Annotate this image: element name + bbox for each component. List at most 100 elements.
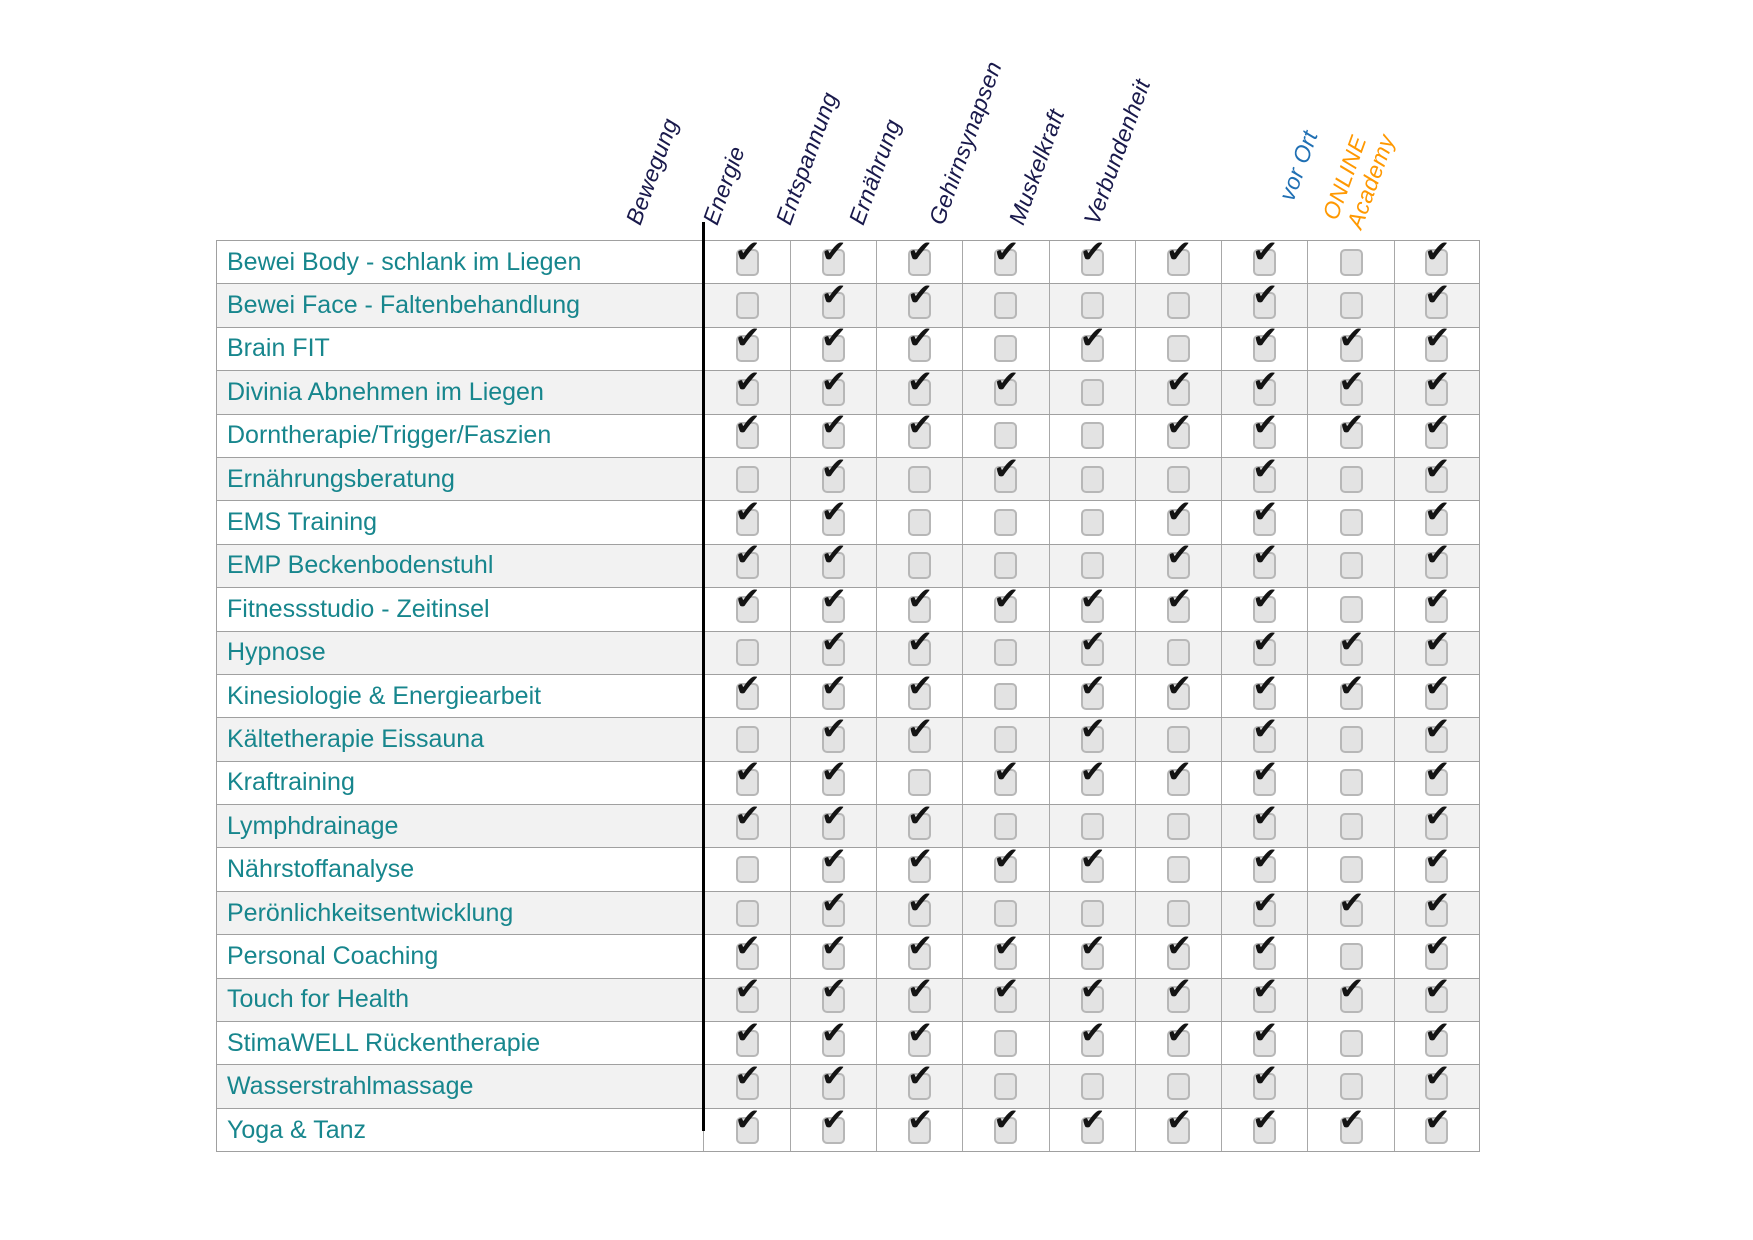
checkbox-checked[interactable]: [1424, 280, 1450, 320]
checkbox-checked[interactable]: [993, 1105, 1019, 1144]
checkbox-unchecked[interactable]: [994, 682, 1018, 710]
checkbox-checked[interactable]: [907, 627, 933, 667]
checkbox-unchecked[interactable]: [994, 812, 1018, 840]
checkbox-checked[interactable]: [1166, 931, 1192, 970]
checkbox-checked[interactable]: [821, 280, 847, 320]
checkbox-checked[interactable]: [821, 888, 847, 927]
checkbox-checked[interactable]: [1424, 757, 1450, 797]
checkbox-unchecked[interactable]: [1166, 292, 1190, 320]
checkbox-checked[interactable]: [735, 974, 761, 1014]
checkbox-checked[interactable]: [735, 1061, 761, 1101]
checkbox-checked[interactable]: [993, 931, 1019, 970]
checkbox-unchecked[interactable]: [908, 552, 932, 580]
checkbox-unchecked[interactable]: [735, 639, 759, 667]
checkbox-checked[interactable]: [1339, 671, 1365, 710]
checkbox-unchecked[interactable]: [1080, 1073, 1104, 1101]
checkbox-unchecked[interactable]: [994, 899, 1018, 927]
checkbox-checked[interactable]: [907, 844, 933, 884]
checkbox-checked[interactable]: [821, 714, 847, 753]
checkbox-checked[interactable]: [1252, 367, 1278, 406]
checkbox-checked[interactable]: [1166, 974, 1192, 1014]
checkbox-checked[interactable]: [735, 1018, 761, 1057]
checkbox-checked[interactable]: [821, 1105, 847, 1144]
checkbox-checked[interactable]: [1252, 540, 1278, 580]
checkbox-unchecked[interactable]: [1339, 812, 1363, 840]
checkbox-checked[interactable]: [735, 931, 761, 970]
checkbox-checked[interactable]: [1424, 714, 1450, 753]
checkbox-unchecked[interactable]: [1080, 812, 1104, 840]
checkbox-checked[interactable]: [1080, 714, 1106, 753]
checkbox-checked[interactable]: [1424, 801, 1450, 840]
checkbox-checked[interactable]: [1252, 280, 1278, 320]
checkbox-unchecked[interactable]: [1339, 856, 1363, 884]
checkbox-checked[interactable]: [1252, 627, 1278, 667]
checkbox-checked[interactable]: [1252, 454, 1278, 493]
checkbox-checked[interactable]: [821, 1061, 847, 1101]
checkbox-checked[interactable]: [1424, 627, 1450, 667]
checkbox-checked[interactable]: [1339, 888, 1365, 927]
checkbox-checked[interactable]: [1339, 627, 1365, 667]
checkbox-checked[interactable]: [1424, 454, 1450, 493]
checkbox-checked[interactable]: [821, 540, 847, 580]
checkbox-checked[interactable]: [821, 497, 847, 537]
checkbox-unchecked[interactable]: [994, 639, 1018, 667]
checkbox-checked[interactable]: [1424, 323, 1450, 363]
checkbox-unchecked[interactable]: [908, 509, 932, 537]
checkbox-unchecked[interactable]: [1080, 552, 1104, 580]
checkbox-checked[interactable]: [907, 931, 933, 970]
checkbox-checked[interactable]: [1166, 410, 1192, 450]
checkbox-checked[interactable]: [907, 237, 933, 276]
checkbox-checked[interactable]: [1252, 1018, 1278, 1057]
checkbox-unchecked[interactable]: [1339, 725, 1363, 753]
checkbox-unchecked[interactable]: [1339, 942, 1363, 970]
checkbox-checked[interactable]: [821, 844, 847, 884]
checkbox-checked[interactable]: [735, 497, 761, 537]
checkbox-checked[interactable]: [1080, 323, 1106, 363]
checkbox-checked[interactable]: [821, 584, 847, 623]
checkbox-checked[interactable]: [907, 323, 933, 363]
checkbox-checked[interactable]: [1424, 1018, 1450, 1057]
checkbox-checked[interactable]: [1424, 584, 1450, 623]
checkbox-checked[interactable]: [1252, 671, 1278, 710]
checkbox-unchecked[interactable]: [994, 725, 1018, 753]
checkbox-checked[interactable]: [993, 974, 1019, 1014]
checkbox-unchecked[interactable]: [994, 552, 1018, 580]
checkbox-unchecked[interactable]: [1339, 769, 1363, 797]
checkbox-unchecked[interactable]: [1166, 639, 1190, 667]
checkbox-checked[interactable]: [735, 410, 761, 450]
checkbox-checked[interactable]: [1424, 844, 1450, 884]
checkbox-checked[interactable]: [1252, 888, 1278, 927]
checkbox-checked[interactable]: [907, 888, 933, 927]
checkbox-checked[interactable]: [1424, 1105, 1450, 1144]
checkbox-checked[interactable]: [907, 1061, 933, 1101]
checkbox-checked[interactable]: [821, 454, 847, 493]
checkbox-checked[interactable]: [993, 237, 1019, 276]
checkbox-unchecked[interactable]: [1166, 812, 1190, 840]
checkbox-checked[interactable]: [1424, 931, 1450, 970]
checkbox-unchecked[interactable]: [994, 335, 1018, 363]
checkbox-checked[interactable]: [735, 540, 761, 580]
checkbox-checked[interactable]: [1252, 410, 1278, 450]
checkbox-checked[interactable]: [1252, 1105, 1278, 1144]
checkbox-checked[interactable]: [1166, 671, 1192, 710]
checkbox-unchecked[interactable]: [1080, 378, 1104, 406]
checkbox-checked[interactable]: [1252, 584, 1278, 623]
checkbox-checked[interactable]: [907, 671, 933, 710]
checkbox-checked[interactable]: [1166, 497, 1192, 537]
checkbox-unchecked[interactable]: [994, 422, 1018, 450]
checkbox-checked[interactable]: [821, 410, 847, 450]
checkbox-checked[interactable]: [735, 237, 761, 276]
checkbox-checked[interactable]: [1252, 1061, 1278, 1101]
checkbox-checked[interactable]: [1424, 540, 1450, 580]
checkbox-unchecked[interactable]: [908, 465, 932, 493]
checkbox-unchecked[interactable]: [735, 292, 759, 320]
checkbox-checked[interactable]: [993, 757, 1019, 797]
checkbox-checked[interactable]: [1166, 367, 1192, 406]
checkbox-checked[interactable]: [1339, 1105, 1365, 1144]
checkbox-checked[interactable]: [993, 844, 1019, 884]
checkbox-checked[interactable]: [1424, 888, 1450, 927]
checkbox-checked[interactable]: [1252, 237, 1278, 276]
checkbox-unchecked[interactable]: [1339, 465, 1363, 493]
checkbox-checked[interactable]: [1080, 757, 1106, 797]
checkbox-checked[interactable]: [907, 367, 933, 406]
